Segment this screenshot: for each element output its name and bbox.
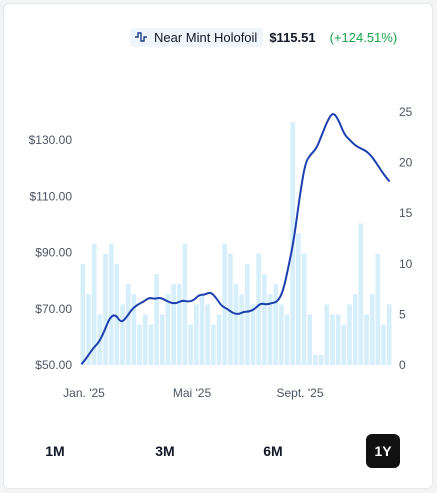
volume-bar (279, 304, 284, 365)
volume-bar (364, 314, 369, 365)
volume-bar (125, 284, 131, 365)
volume-bar (313, 354, 318, 365)
volume-bar (148, 324, 154, 365)
volume-bar (171, 284, 176, 365)
x-tick-label: Mai '25 (173, 386, 212, 400)
volume-bar (318, 354, 324, 365)
range-1y-button[interactable]: 1Y (366, 434, 400, 468)
volume-bar (114, 263, 120, 365)
y-right-tick-label: 0 (399, 358, 406, 372)
y-right-tick-label: 5 (399, 307, 406, 321)
volume-bar (188, 324, 193, 365)
volume-bar (227, 253, 233, 365)
volume-bar (301, 253, 307, 365)
volume-bar (176, 284, 182, 365)
volume-bar (375, 253, 381, 365)
volume-bar (159, 314, 165, 365)
volume-bar (307, 314, 313, 365)
range-3m-button[interactable]: 3M (155, 443, 175, 459)
y-left-tick-label: $130.00 (29, 133, 73, 147)
y-right-tick-label: 20 (399, 156, 413, 170)
volume-bar (108, 243, 114, 365)
volume-bar (222, 243, 227, 365)
x-tick-label: Sept. '25 (277, 386, 324, 400)
volume-bar (250, 304, 256, 365)
legend-change: (+124.51%) (329, 29, 398, 45)
volume-bar (347, 304, 352, 365)
volume-bar (205, 304, 210, 365)
legend-series-label: Near Mint Holofoil (154, 29, 258, 45)
volume-bar (273, 284, 279, 365)
volume-bar (284, 314, 290, 365)
volume-bar (262, 273, 267, 365)
volume-bar (103, 253, 108, 365)
volume-bar (91, 243, 97, 365)
volume-bar (267, 294, 273, 365)
volume-bar (256, 253, 262, 365)
range-selector: 1M 3M 6M 1Y (0, 434, 437, 468)
volume-bar (358, 223, 364, 365)
volume-bar (330, 314, 335, 365)
volume-bar (86, 294, 91, 365)
x-tick-label: Jan. '25 (63, 386, 105, 400)
volume-bar (381, 324, 386, 365)
y-left-tick-label: $50.00 (35, 358, 72, 372)
pulse-line-icon (135, 32, 147, 42)
chart-legend[interactable]: Near Mint Holofoil $115.51 (+124.51%) (130, 26, 397, 48)
volume-bar (193, 304, 199, 365)
volume-bar (335, 314, 341, 365)
volume-bar (165, 294, 171, 365)
price-chart: $50.00 $70.00 $90.00 $110.00 $130.00 0 5 10 15 20… (29, 105, 413, 400)
y-left-tick-label: $90.00 (35, 246, 72, 260)
volume-bar (296, 233, 301, 365)
volume-bar (154, 273, 159, 365)
legend-price: $115.51 (269, 29, 316, 45)
y-left-tick-label: $70.00 (35, 302, 72, 316)
volume-bar (324, 304, 330, 365)
volume-bar (80, 263, 86, 365)
y-right-tick-label: 10 (399, 257, 413, 271)
volume-bar (352, 294, 358, 365)
volume-bar (239, 294, 245, 365)
y-left-tick-label: $110.00 (30, 189, 73, 203)
volume-bar (137, 324, 142, 365)
range-6m-button[interactable]: 6M (263, 443, 283, 459)
y-right-tick-label: 15 (399, 206, 413, 220)
volume-bar (233, 284, 239, 365)
y-right-tick-label: 25 (399, 105, 413, 119)
volume-bar (199, 294, 205, 365)
volume-bar (131, 294, 137, 365)
volume-bar (369, 294, 375, 365)
volume-bar (142, 314, 148, 365)
volume-bar (182, 243, 188, 365)
range-1m-button[interactable]: 1M (45, 443, 65, 459)
volume-bar (386, 304, 392, 365)
volume-bar (120, 304, 125, 365)
legend-series[interactable]: Near Mint Holofoil (130, 27, 264, 47)
volume-bar (341, 324, 347, 365)
volume-bar (245, 263, 250, 365)
volume-bar (210, 324, 216, 365)
price-line (81, 113, 390, 365)
volume-bar (216, 314, 222, 365)
